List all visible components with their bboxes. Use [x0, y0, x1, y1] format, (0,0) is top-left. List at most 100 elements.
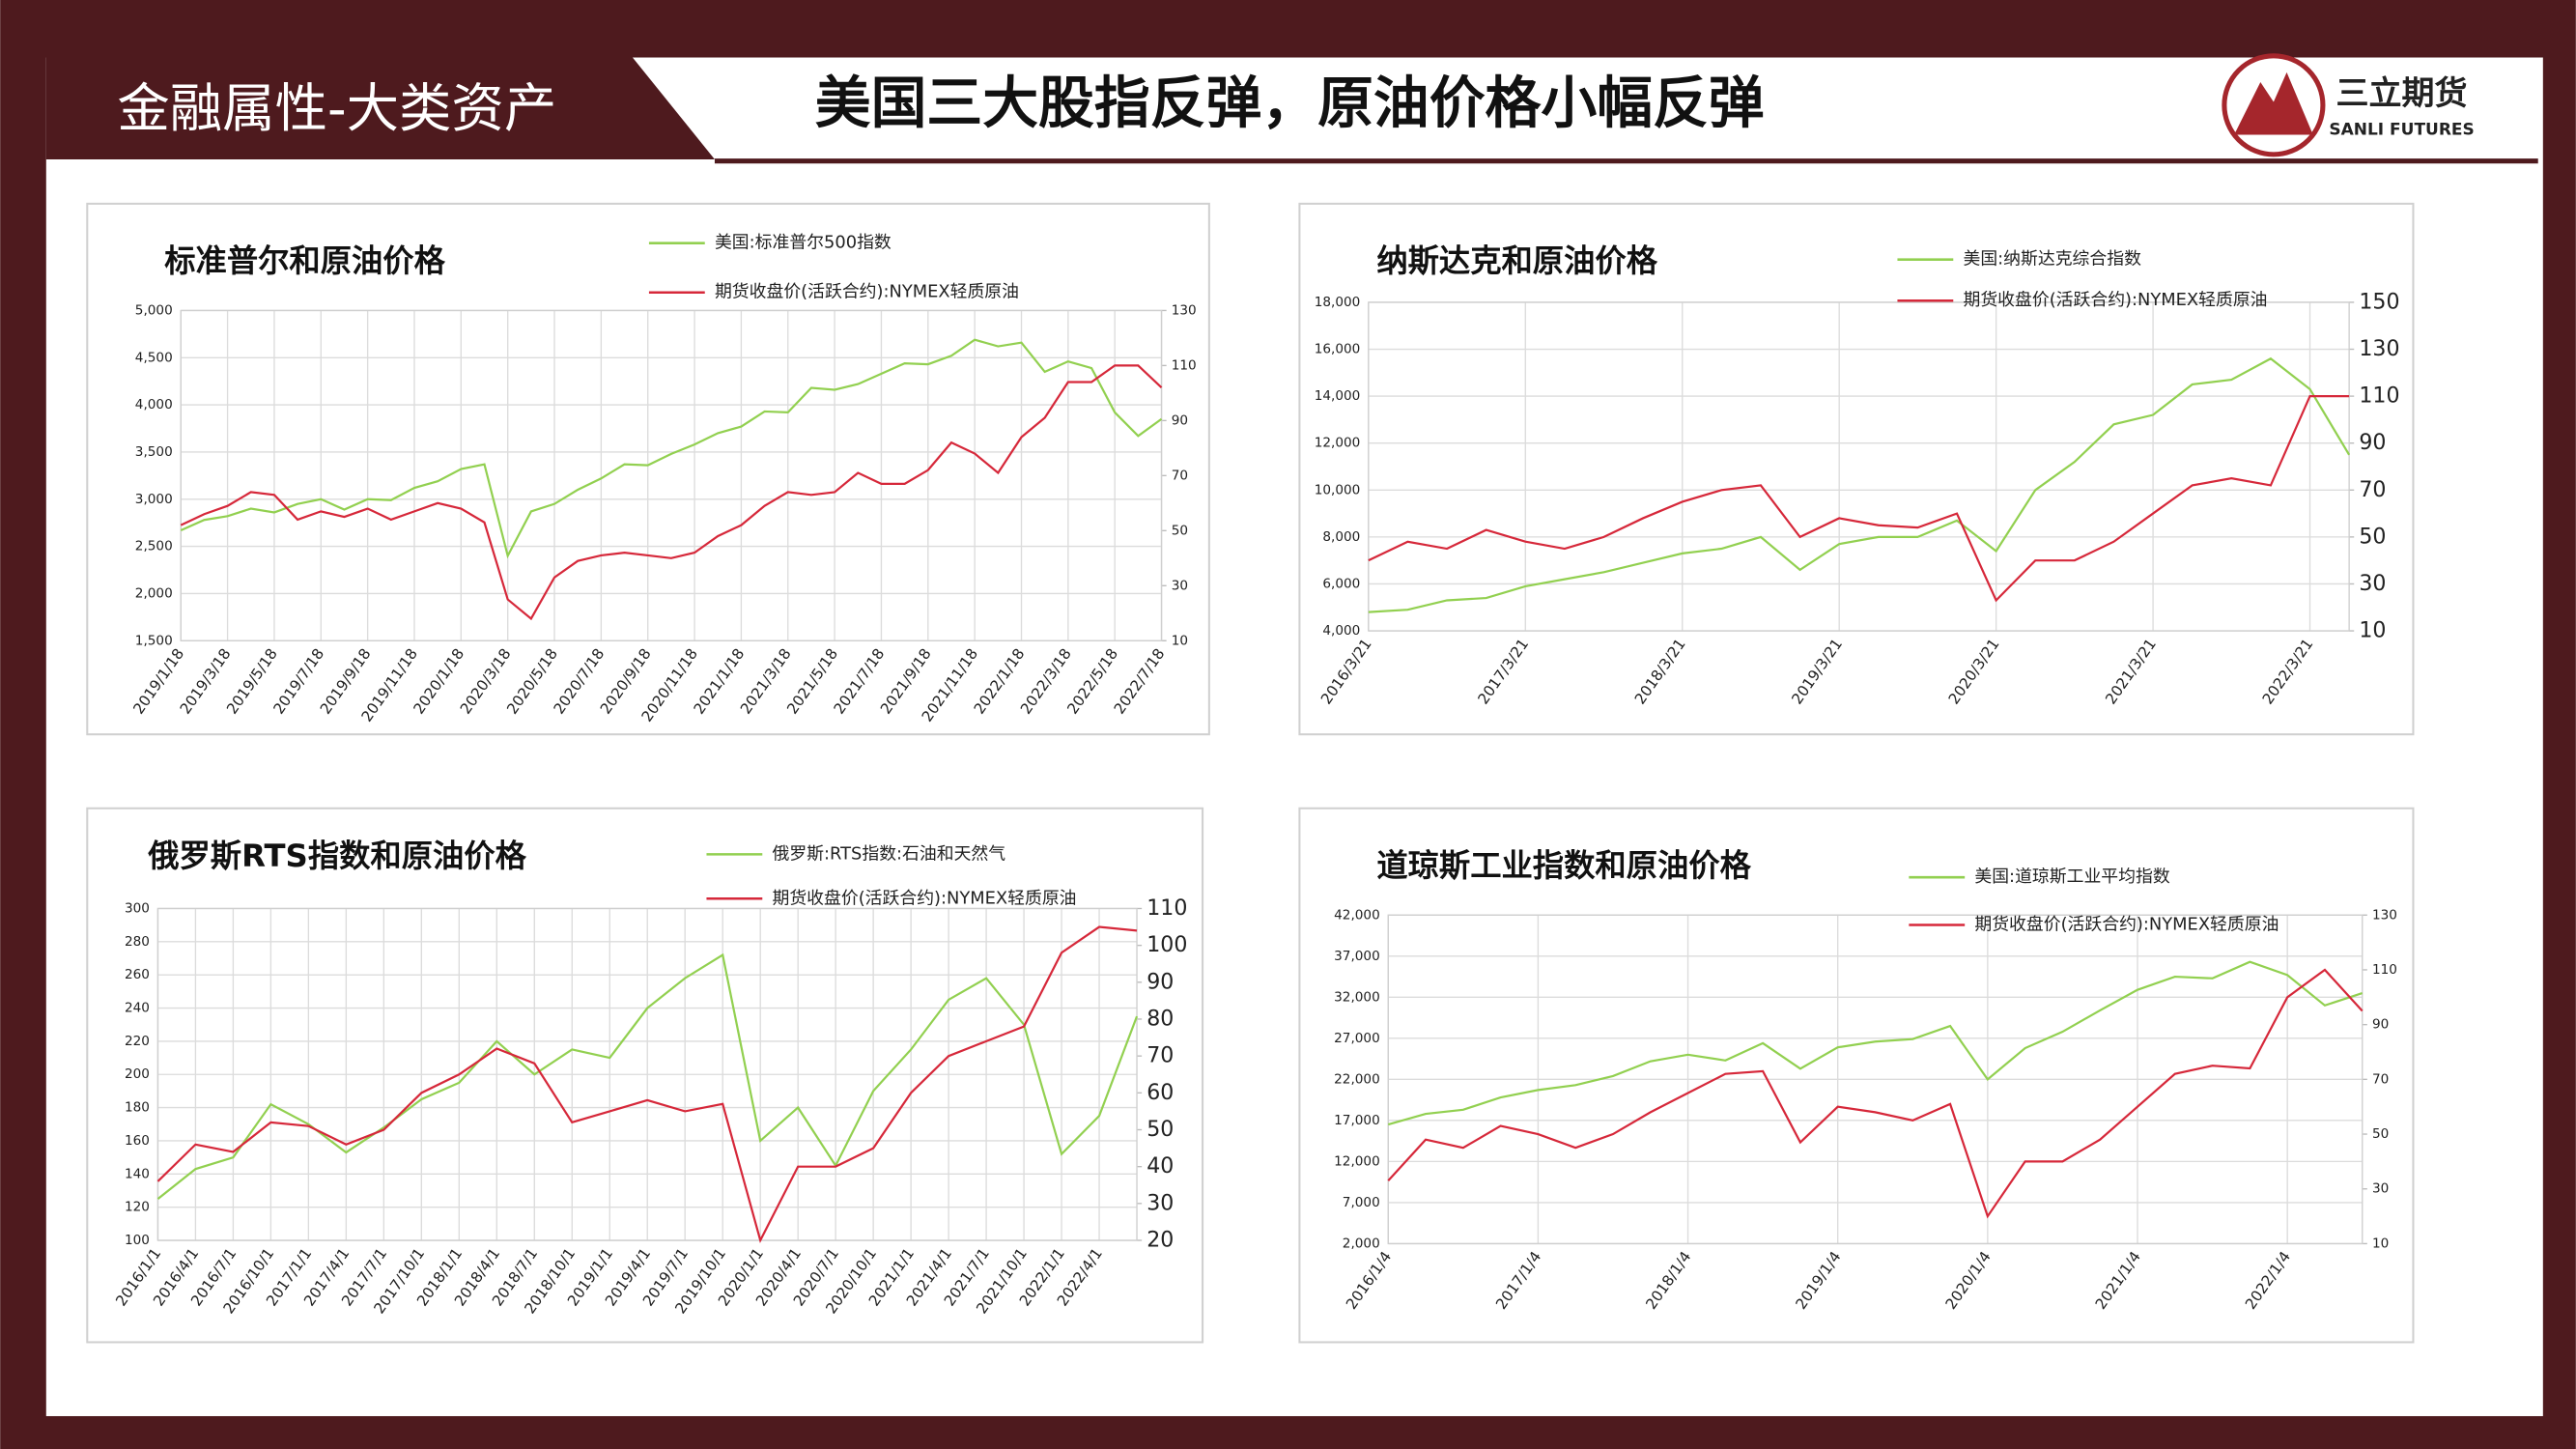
chart: 俄罗斯RTS指数和原油价格 100 120 140 160 180 200 220 240 260…	[86, 807, 1204, 1344]
legend-label: 俄罗斯:RTS指数:石油和天然气	[772, 843, 1005, 864]
y-tick-label: 7,000	[1343, 1195, 1380, 1210]
y-tick-label: 18,000	[1315, 295, 1361, 310]
y2-tick-label: 30	[1146, 1190, 1174, 1215]
legend-label: 期货收盘价(活跃合约):NYMEX轻质原油	[715, 282, 1019, 302]
legend-label: 美国:道琼斯工业平均指数	[1974, 867, 2169, 887]
chart: 道琼斯工业指数和原油价格 2,000 7,000 12,000 17,000 22,000…	[1298, 807, 2415, 1344]
chart-title: 纳斯达克和原油价格	[1376, 242, 1657, 279]
y2-tick-label: 110	[2372, 962, 2397, 978]
y-tick-label: 1,500	[135, 633, 173, 648]
y-tick-label: 3,500	[135, 444, 173, 460]
series-line	[180, 338, 1163, 559]
series-line	[1368, 394, 2350, 603]
y2-tick-label: 100	[1146, 932, 1187, 957]
y-tick-label: 2,000	[135, 585, 173, 601]
y2-tick-label: 70	[2359, 477, 2386, 502]
y2-tick-label: 50	[1172, 523, 1188, 538]
legend-label: 期货收盘价(活跃合约):NYMEX轻质原油	[1974, 914, 2279, 934]
y2-tick-label: 70	[2372, 1071, 2389, 1087]
y2-tick-label: 90	[1172, 412, 1188, 428]
y-tick-label: 2,000	[1343, 1236, 1380, 1251]
y-tick-label: 220	[125, 1034, 150, 1049]
chart-title: 道琼斯工业指数和原油价格	[1376, 847, 1751, 884]
chart-panel	[1298, 807, 2415, 1344]
y2-tick-label: 50	[1146, 1117, 1174, 1142]
y-tick-label: 180	[125, 1100, 150, 1116]
y2-tick-label: 40	[1146, 1153, 1174, 1179]
y-tick-label: 27,000	[1334, 1031, 1380, 1046]
y2-tick-label: 110	[1172, 357, 1197, 373]
y2-tick-label: 130	[2359, 336, 2399, 361]
y-tick-label: 22,000	[1334, 1071, 1380, 1087]
y-tick-label: 16,000	[1315, 342, 1361, 357]
y2-tick-label: 150	[2359, 289, 2399, 314]
y2-tick-label: 30	[1172, 578, 1188, 593]
plot-border	[1368, 301, 2350, 632]
y-tick-label: 100	[125, 1233, 150, 1248]
series-line	[1387, 968, 2364, 1219]
y-tick-label: 3,000	[135, 492, 173, 507]
logo-cn: 三立期货	[2336, 74, 2468, 113]
y2-tick-label: 110	[2359, 384, 2399, 409]
slide-title: 美国三大股指反弹，原油价格小幅反弹	[815, 71, 1765, 136]
chart: 纳斯达克和原油价格 4,000 6,000 8,000 10,000 12,000 14,0…	[1298, 202, 2415, 736]
legend-label: 美国:标准普尔500指数	[715, 233, 892, 253]
y-tick-label: 160	[125, 1133, 150, 1149]
section-label: 金融属性-大类资产	[117, 77, 556, 139]
y2-tick-label: 50	[2372, 1126, 2389, 1142]
y2-tick-label: 90	[1146, 969, 1174, 994]
chart-panel	[1298, 202, 2415, 736]
y2-tick-label: 50	[2359, 524, 2386, 549]
series-line	[180, 364, 1163, 621]
y-tick-label: 12,000	[1315, 436, 1361, 451]
y2-tick-label: 110	[1146, 895, 1187, 921]
chart-title: 俄罗斯RTS指数和原油价格	[147, 838, 526, 874]
y-tick-label: 12,000	[1334, 1153, 1380, 1169]
y-tick-label: 37,000	[1334, 949, 1380, 964]
y2-tick-label: 90	[2359, 430, 2386, 455]
y2-tick-label: 90	[2372, 1017, 2389, 1033]
y-tick-label: 120	[125, 1200, 150, 1215]
logo-mountain	[2234, 71, 2313, 135]
plot-border	[156, 907, 1138, 1241]
y2-tick-label: 10	[1172, 633, 1188, 648]
y-tick-label: 200	[125, 1066, 150, 1082]
y2-tick-label: 20	[1146, 1228, 1174, 1253]
logo-en: SANLI FUTURES	[2329, 120, 2474, 139]
logo: 三立期货 SANLI FUTURES	[2222, 53, 2475, 157]
y-tick-label: 8,000	[1322, 529, 1360, 545]
y-tick-label: 300	[125, 900, 150, 916]
y-tick-label: 17,000	[1334, 1113, 1380, 1128]
y2-tick-label: 60	[1146, 1080, 1174, 1105]
y-tick-label: 2,500	[135, 539, 173, 554]
chart: 标准普尔和原油价格 1,500 2,000 2,500 3,000 3,500 4,000 4…	[86, 202, 1210, 736]
y2-tick-label: 130	[2372, 907, 2397, 923]
y2-tick-label: 70	[1172, 468, 1188, 483]
section-tab	[45, 57, 715, 159]
series-line	[1387, 960, 2364, 1126]
y2-tick-label: 10	[2359, 618, 2386, 643]
y2-tick-label: 10	[2372, 1236, 2389, 1251]
logo-ring	[2222, 53, 2326, 157]
y-tick-label: 260	[125, 967, 150, 982]
legend-label: 期货收盘价(活跃合约):NYMEX轻质原油	[1963, 290, 2267, 310]
y-tick-label: 140	[125, 1166, 150, 1181]
chart-title: 标准普尔和原油价格	[164, 242, 445, 279]
legend-label: 期货收盘价(活跃合约):NYMEX轻质原油	[772, 888, 1076, 908]
y2-tick-label: 30	[2372, 1181, 2389, 1197]
y-tick-label: 32,000	[1334, 989, 1380, 1005]
y-tick-label: 4,000	[1322, 623, 1360, 639]
y-tick-label: 10,000	[1315, 482, 1361, 497]
series-line	[156, 925, 1138, 1244]
y-tick-label: 4,500	[135, 350, 173, 365]
y2-tick-label: 30	[2359, 571, 2386, 596]
y-tick-label: 240	[125, 1001, 150, 1016]
y-tick-label: 280	[125, 934, 150, 950]
chart-panel	[86, 807, 1204, 1344]
plot-border	[180, 309, 1163, 641]
y2-tick-label: 70	[1146, 1043, 1174, 1068]
series-line	[1368, 356, 2351, 613]
series-line	[156, 952, 1139, 1200]
